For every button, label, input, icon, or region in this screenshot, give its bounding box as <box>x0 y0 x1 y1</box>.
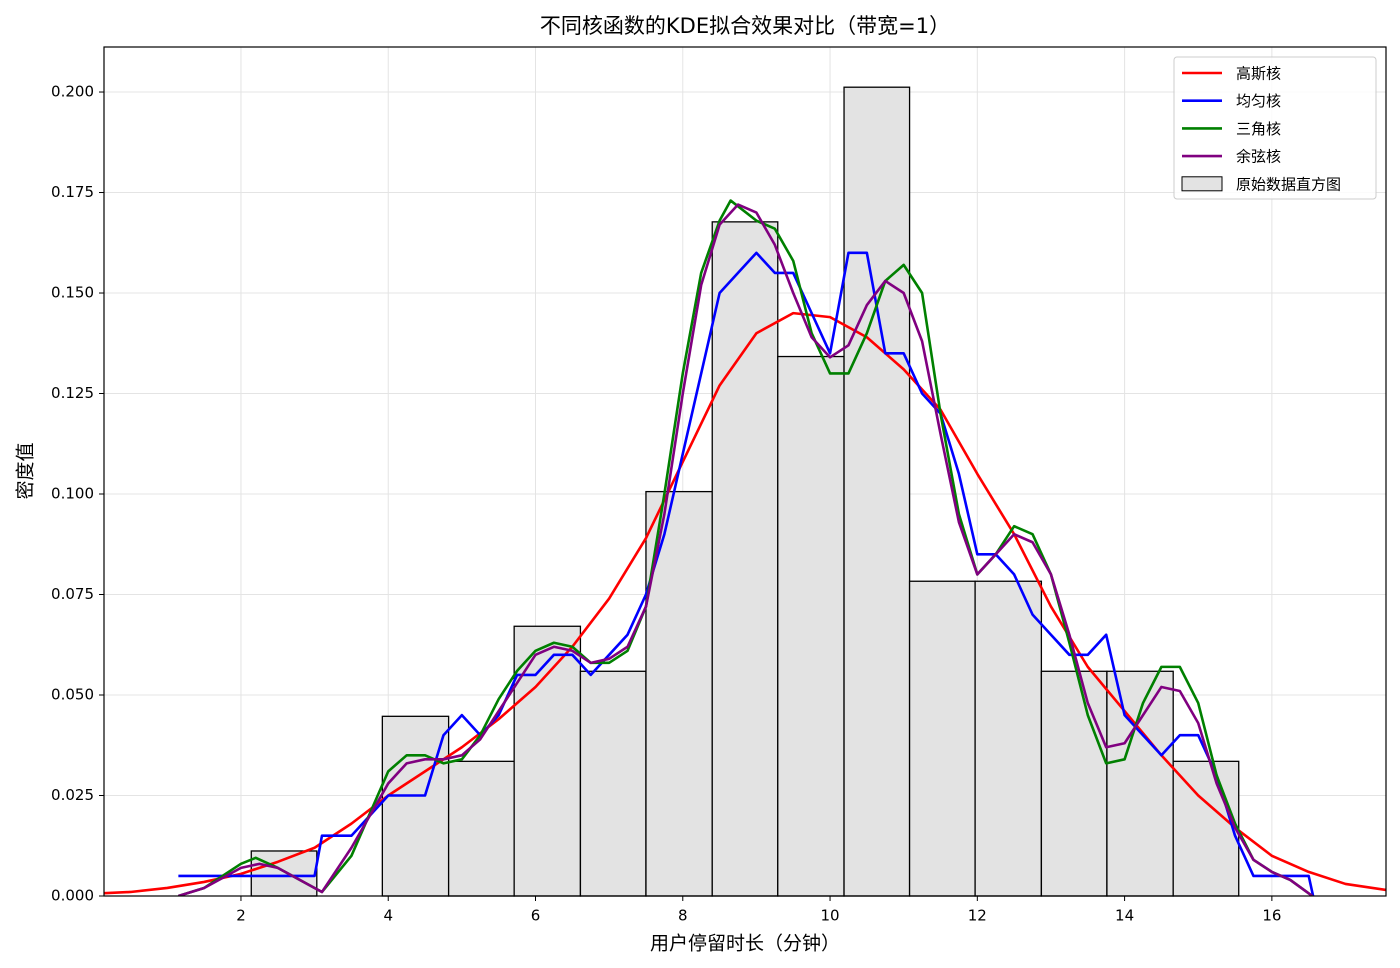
y-tick-label: 0.100 <box>51 485 94 503</box>
legend-label: 高斯核 <box>1236 65 1281 83</box>
bar <box>381 715 450 897</box>
kde-line <box>177 203 1314 896</box>
bar <box>250 850 318 897</box>
bar <box>908 580 976 897</box>
kde-line <box>178 251 1315 896</box>
chart-title: 不同核函数的KDE拟合效果对比（带宽=1） <box>540 14 950 38</box>
bar <box>843 86 911 897</box>
legend-label: 余弦核 <box>1236 148 1281 166</box>
bar <box>711 221 779 897</box>
y-tick-label: 0.125 <box>51 384 94 402</box>
kde-line <box>104 311 1386 895</box>
kde-lines <box>104 199 1386 896</box>
plot-frame <box>103 46 1387 897</box>
y-tick-label: 0.150 <box>51 284 94 302</box>
y-tick-label: 0.200 <box>51 83 94 101</box>
bar <box>1040 670 1108 897</box>
kde-line <box>177 199 1314 896</box>
bar <box>974 580 1043 897</box>
y-tick-label: 0.050 <box>51 686 94 704</box>
ticks: 2 4 6 8 10 12 14 16 0.000 0.025 0.050 0.075 0.100 0.1… <box>51 83 1281 925</box>
bar <box>579 670 647 897</box>
x-tick-label: 4 <box>383 907 393 925</box>
x-tick-label: 14 <box>1115 907 1134 925</box>
bar <box>447 760 515 897</box>
legend-label: 原始数据直方图 <box>1236 175 1341 193</box>
x-axis-label: 用户停留时长（分钟） <box>650 933 840 955</box>
bar <box>1106 670 1174 897</box>
x-tick-label: 8 <box>678 907 688 925</box>
legend-label: 三角核 <box>1236 120 1281 138</box>
x-tick-label: 2 <box>236 907 246 925</box>
x-tick-label: 16 <box>1262 907 1281 925</box>
bar <box>777 355 845 897</box>
y-tick-label: 0.000 <box>51 887 94 905</box>
legend-box <box>1173 56 1377 200</box>
x-tick-label: 12 <box>968 907 987 925</box>
legend-swatch <box>1181 176 1223 192</box>
bar <box>513 625 582 897</box>
y-tick-label: 0.175 <box>51 183 94 201</box>
x-tick-label: 10 <box>821 907 840 925</box>
bar <box>1172 760 1240 897</box>
y-axis-label: 密度值 <box>15 442 37 499</box>
y-tick-label: 0.075 <box>51 585 94 603</box>
legend-label: 均匀核 <box>1236 92 1281 110</box>
x-tick-label: 6 <box>531 907 541 925</box>
y-tick-label: 0.025 <box>51 786 94 804</box>
